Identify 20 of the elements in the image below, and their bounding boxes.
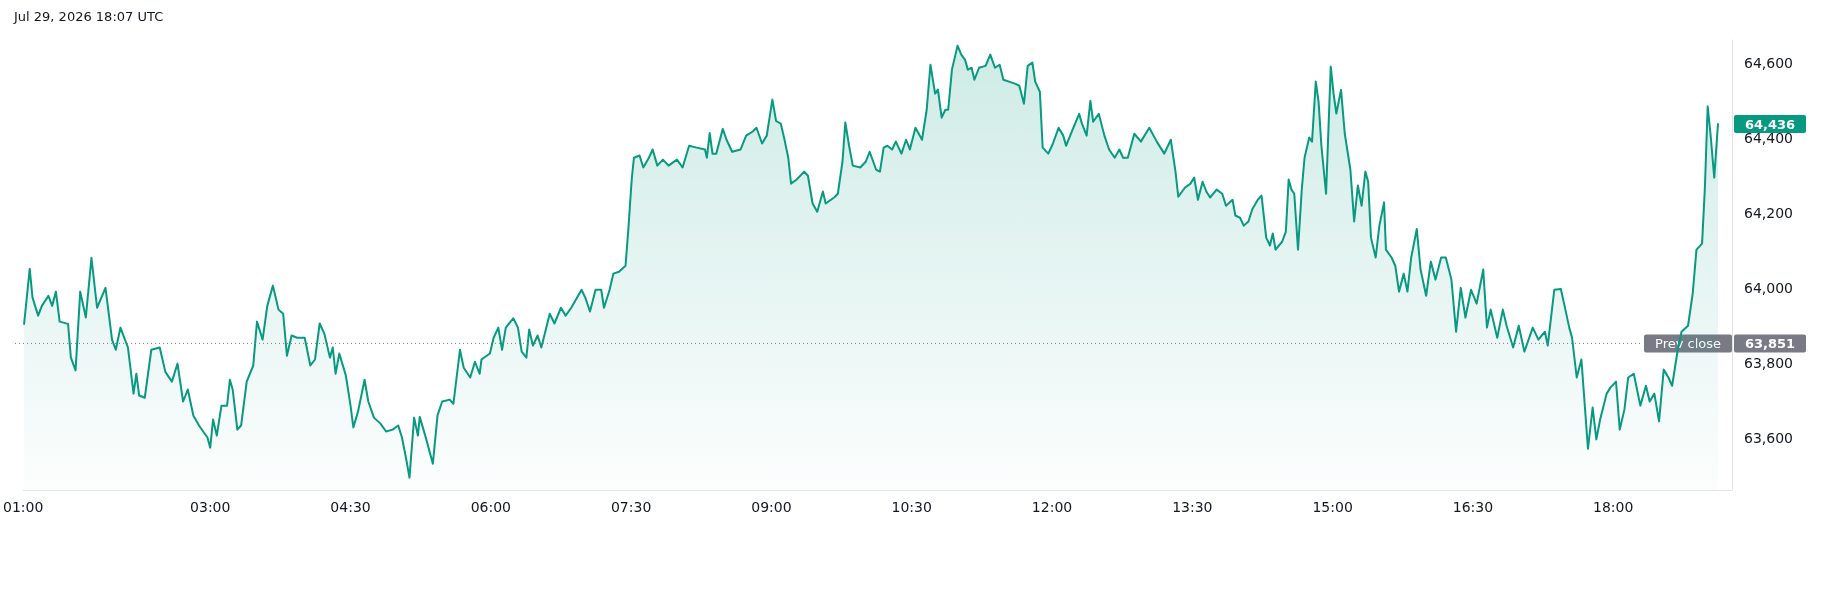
x-tick-label: 16:30	[1452, 499, 1494, 515]
y-tick-label: 63,800	[1744, 354, 1793, 371]
x-tick-label: 09:00	[751, 499, 792, 515]
x-tick-label: 03:00	[190, 499, 231, 515]
x-tick-label: 18:00	[1593, 499, 1634, 515]
x-tick-label: 13:30	[1172, 499, 1213, 515]
x-tick-label: 07:30	[610, 499, 652, 515]
text: Jul 29, 2026 18:07 UTC	[13, 9, 164, 24]
y-tick-label: 64,200	[1744, 204, 1793, 221]
x-tick-label: 01:00	[2, 499, 44, 515]
y-tick-label: 64,000	[1744, 279, 1793, 296]
x-tick-label: 12:00	[1031, 499, 1073, 515]
x-tick-label: 15:00	[1312, 499, 1353, 515]
x-tick-label: 04:30	[330, 499, 371, 515]
y-tick-label: 63,600	[1744, 429, 1793, 446]
x-tick-label: 10:30	[891, 499, 932, 515]
text: 64,436	[1744, 116, 1796, 132]
x-tick-label: 06:00	[470, 499, 512, 515]
y-tick-label: 64,600	[1744, 54, 1793, 71]
text: 63,851	[1744, 335, 1796, 351]
